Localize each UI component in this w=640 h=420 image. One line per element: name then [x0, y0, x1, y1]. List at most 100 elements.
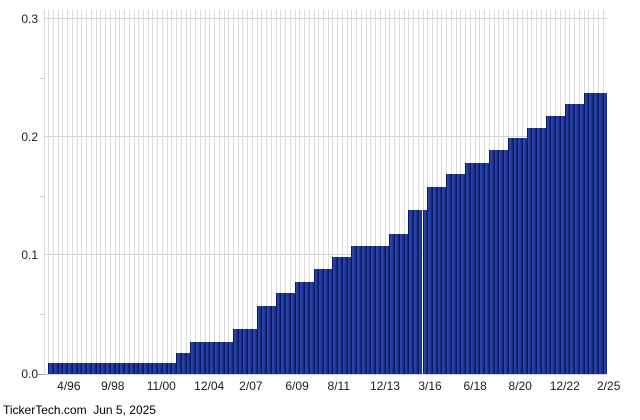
- vertical-gridline: [180, 10, 182, 374]
- dividend-bar: [503, 149, 508, 374]
- vertical-gridline: [247, 10, 249, 374]
- dividend-bar: [161, 362, 167, 374]
- vertical-gridline: [261, 10, 263, 374]
- dividend-bar: [209, 342, 215, 374]
- vertical-gridline: [323, 10, 324, 374]
- vertical-gridline: [218, 10, 220, 374]
- dividend-bar: [242, 329, 248, 374]
- y-axis-tick-label: 0.0: [21, 366, 38, 381]
- y-axis-minor-tick: [40, 77, 44, 79]
- dividend-bar: [237, 329, 243, 374]
- vertical-gridline: [370, 10, 372, 374]
- vertical-gridline: [270, 10, 272, 374]
- dividend-bar: [488, 149, 494, 374]
- dividend-bar: [465, 162, 470, 374]
- dividend-bar: [185, 352, 191, 374]
- dividend-bar: [394, 233, 399, 374]
- dividend-bar: [431, 186, 437, 374]
- dividend-bar: [408, 210, 414, 374]
- dividend-bar: [479, 162, 485, 374]
- dividend-bar: [299, 281, 305, 374]
- dividend-bar: [133, 362, 139, 374]
- dividend-bar: [105, 362, 110, 374]
- vertical-gridline: [294, 10, 296, 374]
- vertical-gridline: [304, 10, 306, 374]
- vertical-gridline: [223, 10, 225, 374]
- dividend-bar: [76, 362, 82, 374]
- dividend-bar: [327, 269, 333, 374]
- y-axis-tick-label: 0.1: [21, 248, 38, 263]
- vertical-gridline: [389, 10, 391, 374]
- x-axis-tick-label: 9/98: [101, 379, 125, 393]
- y-axis-zero-tick: [38, 373, 44, 375]
- dividend-bar: [384, 245, 390, 374]
- dividend-bar: [171, 362, 177, 374]
- dividend-bar: [536, 127, 541, 374]
- vertical-gridline: [375, 10, 377, 374]
- dividend-bar: [545, 116, 551, 374]
- vertical-gridline: [256, 10, 258, 374]
- vertical-gridline: [81, 10, 83, 374]
- x-axis-tick-label: 12/22: [549, 379, 580, 393]
- dividend-bar: [280, 292, 286, 374]
- vertical-gridline: [86, 10, 88, 374]
- x-axis-tick-label: 2/07: [239, 379, 263, 393]
- dividend-bar: [124, 362, 129, 374]
- dividend-bar: [180, 352, 186, 374]
- dividend-bar: [602, 92, 608, 374]
- dividend-bar: [152, 362, 158, 374]
- vertical-gridline: [147, 10, 149, 374]
- dividend-bar: [446, 173, 451, 374]
- dividend-bar: [593, 92, 598, 374]
- dividend-bar: [199, 342, 205, 374]
- dividend-bar: [398, 233, 404, 374]
- vertical-gridline: [413, 10, 415, 374]
- dividend-bar: [304, 281, 309, 374]
- vertical-gridline: [313, 10, 315, 374]
- vertical-gridline: [195, 10, 197, 374]
- dividend-bar: [294, 281, 300, 374]
- dividend-bar: [379, 245, 385, 374]
- dividend-bar: [285, 292, 290, 374]
- vertical-gridline: [308, 10, 310, 374]
- dividend-bar: [403, 233, 409, 374]
- vertical-gridline: [360, 10, 362, 374]
- dividend-bar: [190, 342, 196, 374]
- x-axis-tick-label: 4/96: [57, 379, 81, 393]
- dividend-bar: [67, 362, 72, 374]
- dividend-bar: [86, 362, 91, 374]
- vertical-gridline: [318, 10, 320, 374]
- vertical-gridline: [379, 10, 381, 374]
- vertical-gridline: [114, 10, 116, 374]
- dividend-bar: [142, 362, 148, 374]
- x-axis-tick-label: 11/00: [146, 379, 176, 393]
- dividend-bar: [266, 305, 271, 374]
- dividend-bar: [95, 362, 101, 374]
- dividend-bar: [521, 138, 527, 374]
- vertical-gridline: [48, 10, 50, 374]
- vertical-gridline: [199, 10, 201, 374]
- dividend-bar: [356, 245, 361, 374]
- dividend-bar: [176, 352, 181, 374]
- vertical-gridline: [209, 10, 211, 374]
- dividend-bar: [555, 116, 560, 374]
- vertical-gridline: [57, 10, 59, 374]
- vertical-gridline: [394, 10, 396, 374]
- dividend-bar: [413, 210, 418, 374]
- vertical-gridline: [403, 10, 405, 374]
- vertical-gridline: [204, 10, 206, 374]
- dividend-bar: [195, 342, 200, 374]
- dividend-bar: [138, 362, 143, 374]
- dividend-bar: [436, 186, 442, 374]
- vertical-gridline: [341, 10, 343, 374]
- dividend-bar: [450, 173, 456, 374]
- dividend-bar: [375, 245, 380, 374]
- y-axis-tick-label: 0.3: [21, 11, 38, 26]
- plot-area: [43, 10, 608, 375]
- vertical-gridline: [275, 10, 277, 374]
- dividend-bar: [90, 362, 96, 374]
- dividend-bar: [346, 257, 352, 374]
- y-axis-minor-tick: [40, 196, 44, 198]
- dividend-bar: [370, 245, 376, 374]
